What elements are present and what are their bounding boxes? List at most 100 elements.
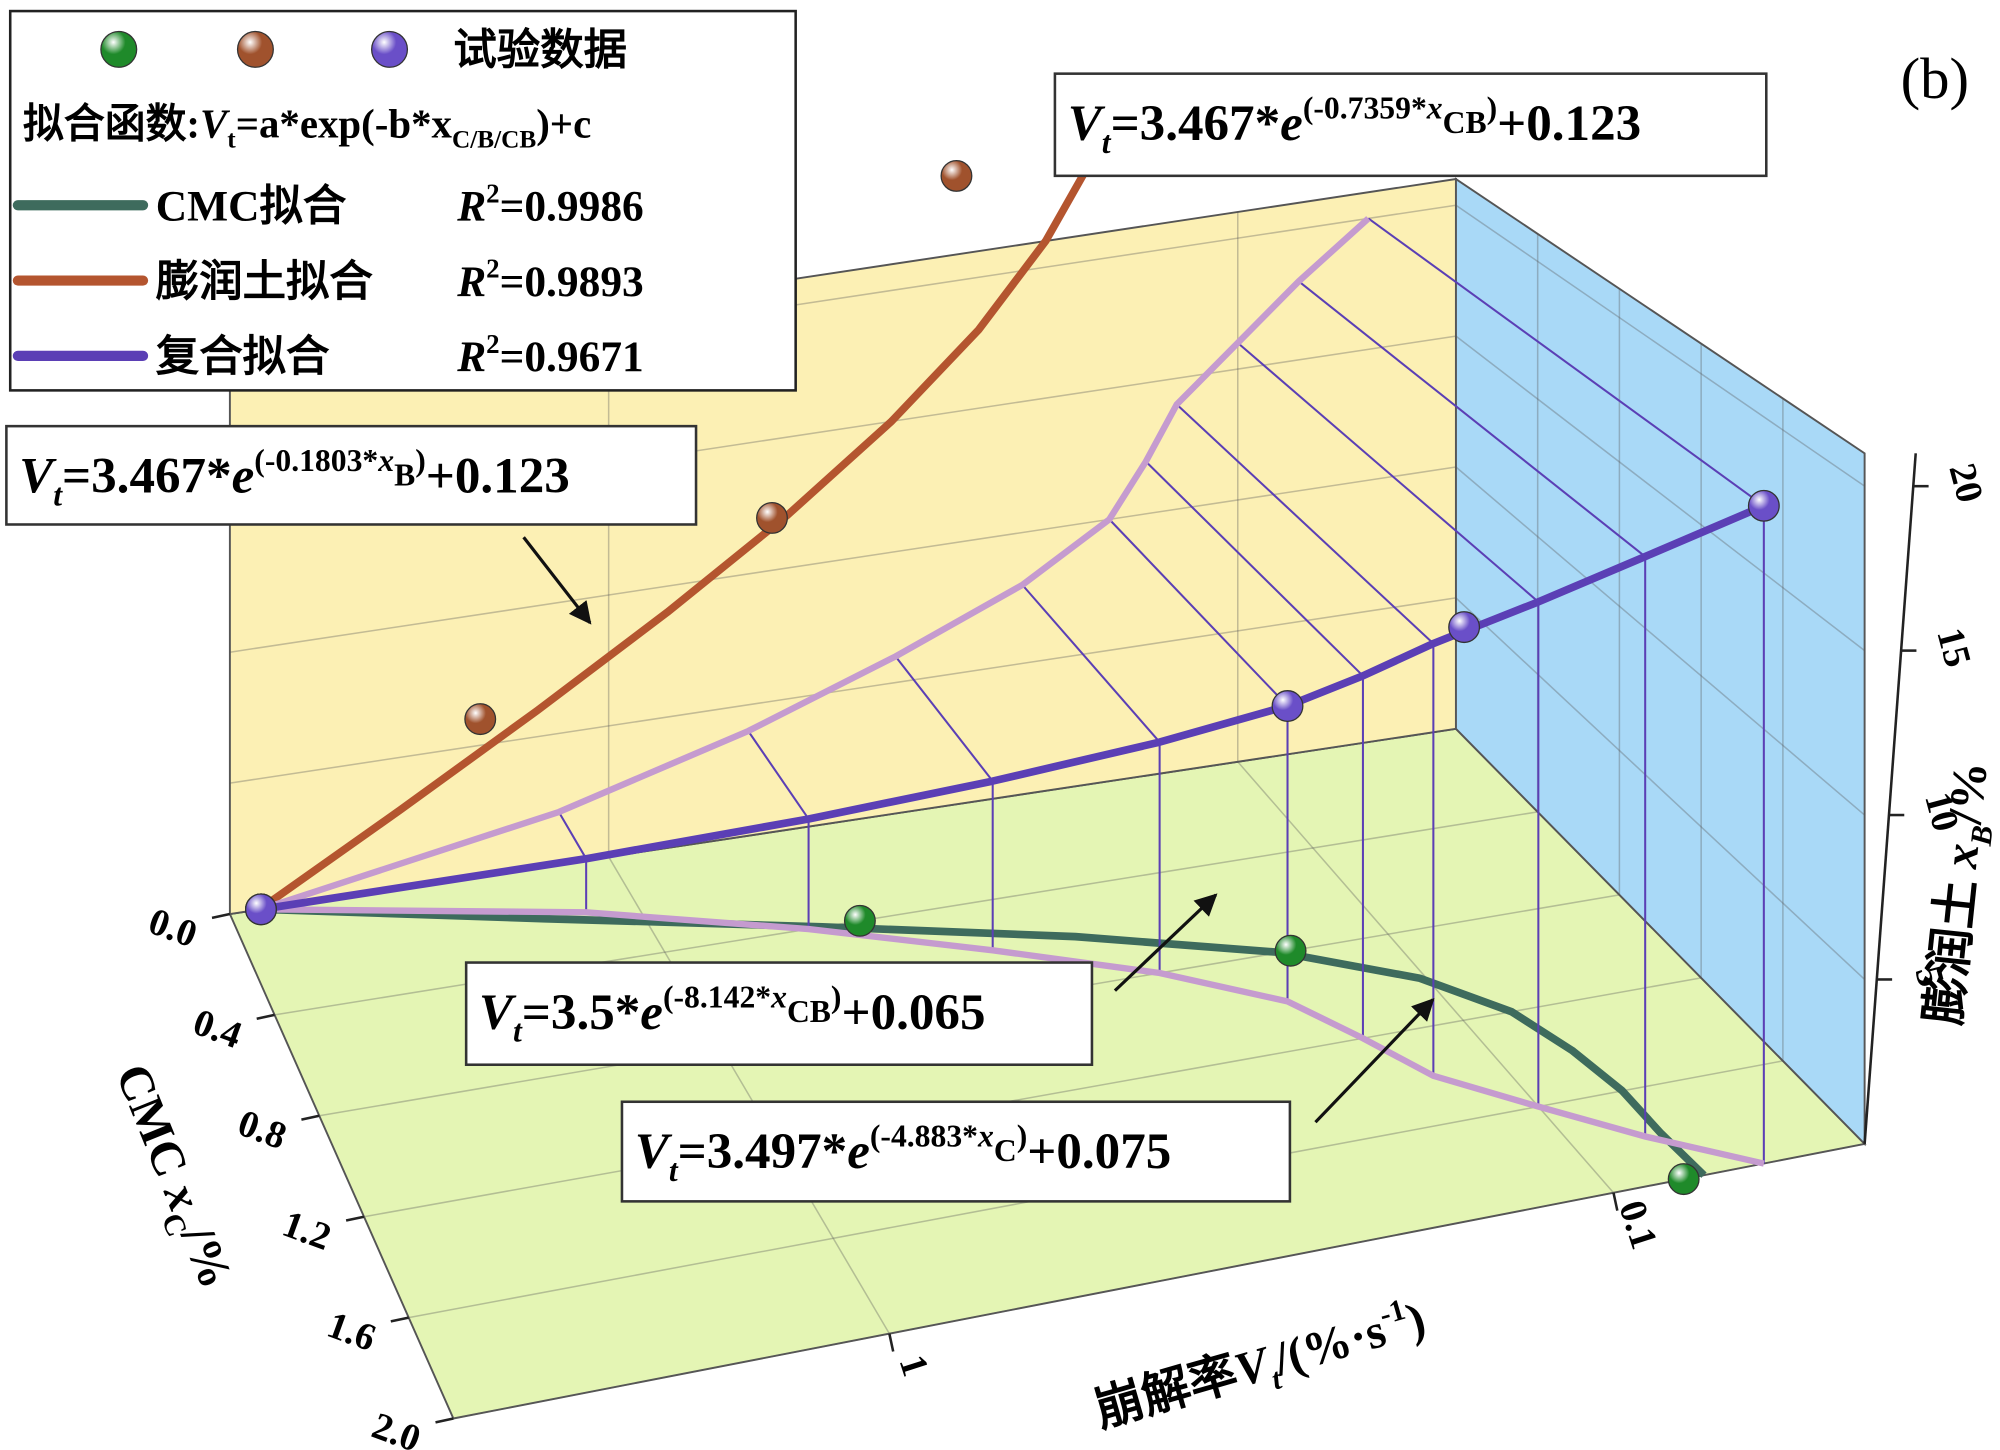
text-part: R bbox=[456, 183, 486, 231]
x-tick-label: 0.8 bbox=[232, 1102, 291, 1158]
legend-fit-function: 拟合函数:Vt=a*exp(-b*xC/B/CB)+c bbox=[23, 102, 591, 154]
wall-line bbox=[1237, 342, 1540, 603]
text-part: x bbox=[1426, 91, 1443, 126]
y-tick bbox=[1612, 1192, 1619, 1211]
text-part: )+c bbox=[536, 102, 591, 147]
equation-box bbox=[620, 1100, 1292, 1203]
legend-label: 膨润土拟合 bbox=[156, 258, 374, 306]
equation: Vt=3.467*e(-0.7359*xCB)+0.123 bbox=[1068, 91, 1641, 160]
z-tick-label: 20 bbox=[1940, 459, 1990, 507]
text-part: =0.9986 bbox=[500, 183, 644, 231]
wall-line bbox=[747, 730, 810, 820]
x-tick bbox=[301, 1114, 320, 1121]
legend-r2: R2=0.9671 bbox=[456, 329, 644, 381]
wall-line bbox=[1021, 584, 1161, 743]
grid-line bbox=[363, 977, 1702, 1218]
text-part: /% bbox=[1939, 759, 1998, 827]
text-part: x bbox=[377, 443, 394, 478]
legend-marker bbox=[371, 30, 409, 68]
text-part: R bbox=[456, 258, 486, 306]
text-part: =3.497* bbox=[678, 1123, 848, 1180]
data-point bbox=[1271, 690, 1304, 722]
z-tick-label: 15 bbox=[1928, 624, 1978, 672]
text-part: +0.123 bbox=[1497, 95, 1641, 152]
x-tick-label: 0.4 bbox=[188, 1001, 247, 1057]
grid-line bbox=[1455, 335, 1866, 652]
wall-line bbox=[1176, 403, 1435, 645]
text-part: t bbox=[227, 126, 236, 154]
legend-label: 复合拟合 bbox=[156, 333, 330, 381]
wall-line bbox=[1108, 518, 1289, 707]
text-part: (-0.7359* bbox=[1303, 91, 1427, 126]
text-part: V bbox=[1068, 95, 1106, 152]
equation: Vt=3.5*e(-8.142*xCB)+0.065 bbox=[479, 980, 986, 1049]
x-tick-label: 0.0 bbox=[143, 900, 202, 956]
text-part: =0.9893 bbox=[500, 258, 644, 306]
text-part: 2 bbox=[486, 254, 499, 284]
text-part: (-8.142* bbox=[663, 980, 771, 1015]
text-part: +0.065 bbox=[841, 984, 985, 1041]
data-point bbox=[464, 703, 497, 736]
text-part: /(%·s bbox=[1267, 1304, 1391, 1386]
legend-data-label: 试验数据 bbox=[453, 27, 627, 75]
text-part: t bbox=[669, 1153, 679, 1188]
text-part: t bbox=[513, 1014, 523, 1049]
x-tick-label: 1.6 bbox=[322, 1304, 381, 1360]
text-part: CB bbox=[787, 994, 831, 1029]
data-point bbox=[1667, 1163, 1700, 1196]
x-tick bbox=[345, 1215, 365, 1222]
text-part: 崩解率 bbox=[1089, 1346, 1244, 1438]
x-tick bbox=[211, 912, 231, 920]
y-axis-label: 崩解率Vt/(%·s-1) bbox=[1088, 1288, 1434, 1446]
equation-box bbox=[464, 961, 1094, 1066]
text-part: ) bbox=[831, 980, 842, 1015]
text-part: x bbox=[770, 980, 787, 1015]
grid-line bbox=[1455, 466, 1866, 816]
data-point bbox=[1448, 611, 1481, 644]
text-part: x bbox=[977, 1119, 994, 1154]
grid-line bbox=[229, 597, 1457, 784]
wall-projection bbox=[259, 216, 1371, 913]
text-part: =3.5* bbox=[522, 984, 641, 1041]
text-part: 2 bbox=[486, 178, 499, 208]
grid-line bbox=[1455, 204, 1866, 487]
text-part: 2 bbox=[486, 329, 499, 359]
data-point bbox=[1747, 489, 1780, 522]
text-part: B bbox=[1964, 824, 2000, 849]
panel-label: (b) bbox=[1901, 46, 1970, 111]
equation: Vt=3.497*e(-4.883*xC)+0.075 bbox=[635, 1119, 1172, 1188]
text-part: ) bbox=[1017, 1119, 1028, 1154]
text-part: V bbox=[479, 984, 517, 1041]
wall-line bbox=[1145, 460, 1364, 677]
y-tick bbox=[888, 1333, 895, 1352]
text-part: 拟合函数: bbox=[23, 102, 200, 147]
z-axis bbox=[1863, 453, 1917, 1144]
x-tick-label: 2.0 bbox=[367, 1405, 426, 1450]
y-tick-label: 1 bbox=[891, 1350, 937, 1381]
text-part: +0.075 bbox=[1027, 1123, 1171, 1180]
text-part: V bbox=[200, 102, 231, 147]
wall-line bbox=[1367, 217, 1765, 507]
text-part: 膨润土 bbox=[1917, 865, 1987, 1027]
grid-line bbox=[1455, 597, 1866, 981]
data-point bbox=[244, 893, 277, 926]
text-part: =0.9671 bbox=[500, 333, 644, 381]
side-wall bbox=[1454, 177, 1866, 1147]
floor-projection bbox=[260, 906, 1765, 1167]
text-part: =3.467* bbox=[1111, 95, 1281, 152]
text-part: (-4.883* bbox=[870, 1119, 978, 1154]
text-part: e bbox=[1280, 95, 1303, 152]
x-tick-label: 1.2 bbox=[277, 1203, 336, 1259]
arrow bbox=[1314, 997, 1435, 1124]
text-part: e bbox=[232, 448, 255, 505]
data-point bbox=[843, 904, 876, 937]
text-part: (-0.1803* bbox=[254, 443, 378, 478]
wall-line bbox=[894, 655, 994, 782]
equation-box bbox=[5, 424, 698, 526]
text-part: R bbox=[456, 333, 486, 381]
legend-marker bbox=[236, 30, 274, 68]
grid-line bbox=[453, 1143, 1865, 1420]
